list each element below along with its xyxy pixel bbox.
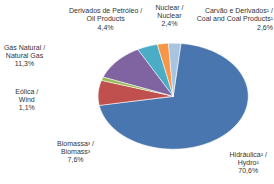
svg-text:Biomassa³ /Biomass³7,6%: Biomassa³ /Biomass³7,6%: [57, 140, 94, 163]
svg-text:Carvão e Derivados¹ /Coal and: Carvão e Derivados¹ /Coal and Coal Produ…: [197, 7, 274, 30]
svg-text:Eólica /Wind1,1%: Eólica /Wind1,1%: [15, 88, 38, 111]
svg-text:Hidráulica² /Hydro²70,6%: Hidráulica² /Hydro²70,6%: [230, 151, 267, 174]
svg-text:Gás Natural /Natural Gas11,3%: Gás Natural /Natural Gas11,3%: [4, 44, 45, 67]
svg-text:Nuclear /Nuclear2,4%: Nuclear /Nuclear2,4%: [155, 4, 183, 27]
svg-text:Derivados de Petróleo /Oil Pro: Derivados de Petróleo /Oil Products4,4%: [69, 7, 142, 30]
